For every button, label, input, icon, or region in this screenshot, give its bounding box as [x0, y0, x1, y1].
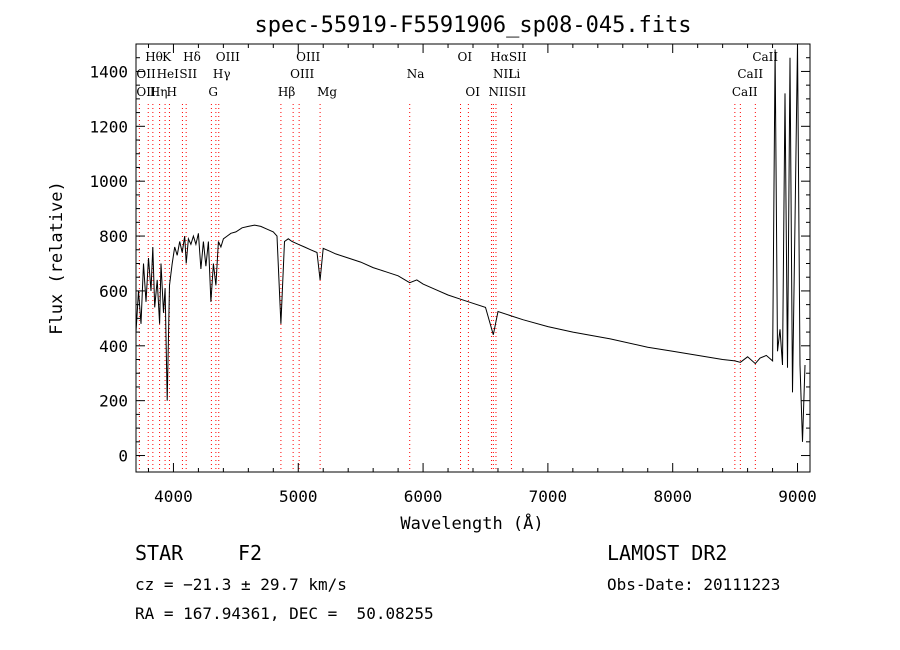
line-marker-label: K — [162, 50, 172, 64]
y-tick-label: 0 — [118, 447, 128, 466]
line-marker-label: Hθ — [145, 50, 163, 64]
x-tick-label: 4000 — [154, 487, 193, 506]
line-marker-label: OI — [458, 50, 473, 64]
line-marker-label: G — [208, 85, 218, 99]
x-tick-label: 5000 — [279, 487, 318, 506]
line-marker-label: NIISII — [488, 85, 526, 99]
line-markers: Hθ K Hδ OIII OIII OI HαSII CaII OII HeI SII Hγ OIII N… — [136, 50, 778, 472]
line-marker-label: Hδ — [183, 50, 201, 64]
x-tick-label: 8000 — [653, 487, 692, 506]
line-marker-label: HαSII — [490, 50, 527, 64]
line-marker-label: OIII — [216, 50, 240, 64]
line-marker-label: OI — [465, 85, 480, 99]
line-marker-label: NII — [493, 67, 513, 81]
line-marker-label: Hγ — [213, 67, 231, 81]
line-marker-label: CaII — [737, 67, 763, 81]
line-marker-label: OIII — [290, 67, 314, 81]
line-marker-label: OII — [136, 67, 156, 81]
x-tick-label: 6000 — [404, 487, 443, 506]
x-tick-label: 7000 — [529, 487, 568, 506]
observation-date: Obs-Date: 20111223 — [607, 575, 781, 594]
line-marker-label: CaII — [732, 85, 758, 99]
spectrum-line — [135, 43, 806, 442]
sky-coordinates: RA = 167.94361, DEC = 50.08255 — [135, 604, 434, 623]
line-marker-label: OIII — [296, 50, 320, 64]
line-marker-label: Hβ — [278, 85, 295, 99]
line-marker-label: Mg — [317, 85, 337, 99]
line-marker-label: HeI — [157, 67, 180, 81]
y-tick-label: 200 — [99, 392, 128, 411]
y-tick-label: 1200 — [89, 117, 128, 136]
y-tick-label: 400 — [99, 337, 128, 356]
line-marker-label: OII — [136, 85, 156, 99]
line-marker-label: SII — [179, 67, 197, 81]
line-marker-label: Na — [407, 67, 425, 81]
line-marker-label: CaII — [752, 50, 778, 64]
x-tick-label: 9000 — [778, 487, 817, 506]
x-axis-ticks: 4000 5000 6000 7000 8000 9000 — [147, 44, 817, 506]
y-tick-label: 1000 — [89, 172, 128, 191]
line-marker-label: H — [166, 85, 176, 99]
y-tick-label: 800 — [99, 227, 128, 246]
y-tick-label: 600 — [99, 282, 128, 301]
chart-title: spec-55919-F5591906_sp08-045.fits — [254, 13, 691, 38]
x-axis-label: Wavelength (Å) — [400, 512, 543, 534]
survey-name: LAMOST DR2 — [607, 541, 728, 565]
y-tick-label: 1400 — [89, 62, 128, 81]
line-marker-label: Li — [508, 67, 520, 81]
line-marker-label: Hη — [150, 85, 168, 99]
redshift-velocity: cz = −21.3 ± 29.7 km/s — [135, 575, 347, 594]
plot-frame — [135, 43, 811, 473]
y-axis-label: Flux (relative) — [47, 181, 67, 335]
object-class: STAR — [135, 541, 184, 565]
spectral-subclass: F2 — [238, 541, 263, 565]
y-axis-ticks: 0 200 400 600 800 1000 1200 1400 — [89, 43, 810, 466]
